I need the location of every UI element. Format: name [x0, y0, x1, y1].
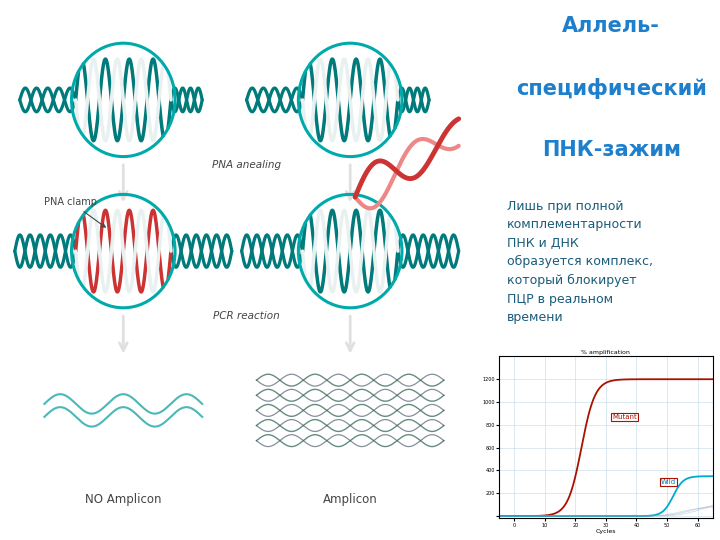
Title: % amplification: % amplification	[582, 349, 630, 355]
X-axis label: Cycles: Cycles	[595, 529, 616, 534]
Text: специфический: специфический	[516, 78, 706, 99]
Text: PNA clamp: PNA clamp	[45, 197, 105, 227]
Text: Mutant type: Mutant type	[297, 14, 403, 29]
Text: Amplicon: Amplicon	[323, 493, 377, 506]
Text: Лишь при полной
комплементарности
ПНК и ДНК
образуется комплекс,
который блокиру: Лишь при полной комплементарности ПНК и …	[507, 200, 653, 324]
Text: PNA anealing: PNA anealing	[212, 160, 282, 170]
Text: Аллель-: Аллель-	[562, 16, 660, 36]
Text: Wild: Wild	[661, 479, 676, 485]
Text: Mutant: Mutant	[612, 414, 636, 420]
Text: ПНК-зажим: ПНК-зажим	[541, 140, 680, 160]
Text: Wild type: Wild type	[82, 14, 164, 29]
Text: NO Amplicon: NO Amplicon	[85, 493, 161, 506]
Text: PCR reaction: PCR reaction	[213, 311, 280, 321]
